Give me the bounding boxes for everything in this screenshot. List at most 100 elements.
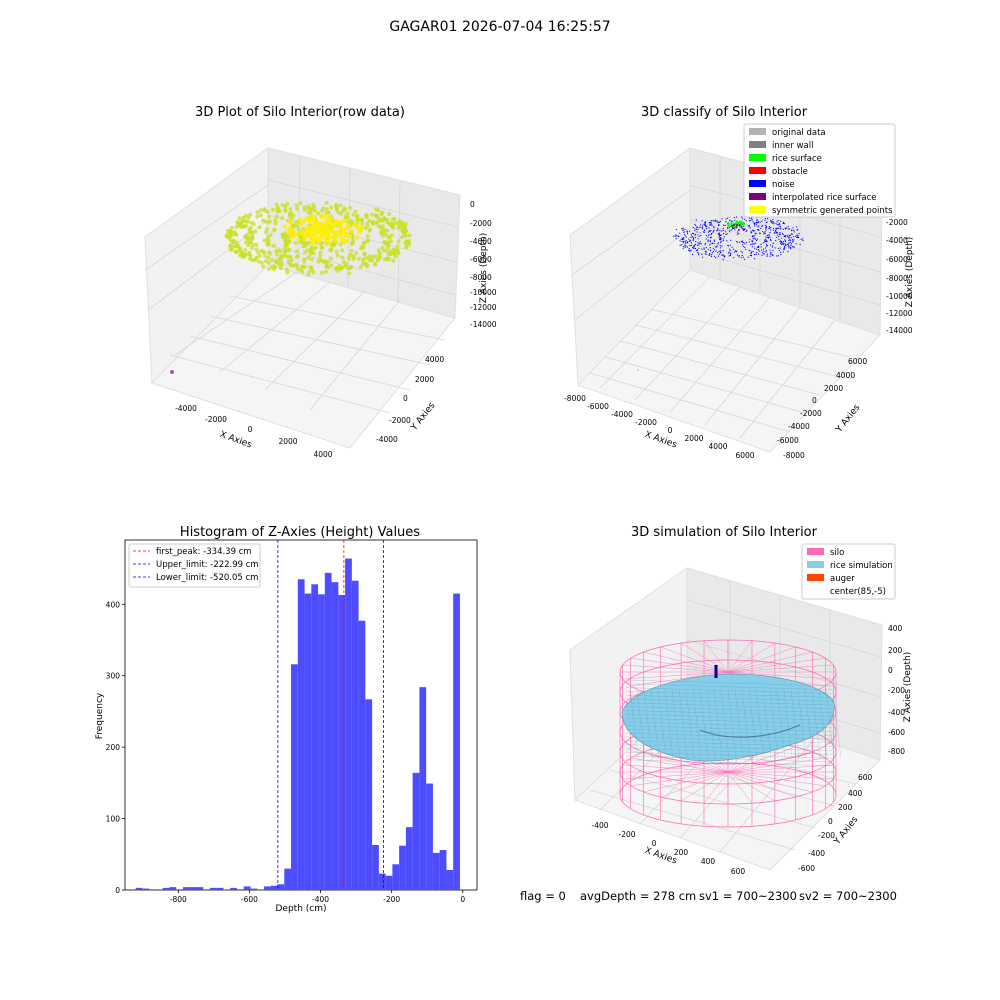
rice-surface-point bbox=[738, 222, 741, 224]
raw-point bbox=[385, 217, 389, 222]
noise-point bbox=[684, 246, 686, 248]
noise-point bbox=[684, 234, 686, 236]
noise-point bbox=[710, 233, 712, 236]
raw-center-point bbox=[286, 228, 291, 233]
raw-point bbox=[276, 257, 281, 262]
raw-center-point bbox=[300, 229, 305, 234]
classify-legend-label: symmetric generated points bbox=[772, 206, 893, 216]
panel-classify-3d[interactable]: 3D classify of Silo Interior -8000-6000-… bbox=[564, 105, 915, 460]
histogram-bar bbox=[385, 875, 393, 890]
noise-point bbox=[741, 218, 744, 220]
raw-center-point bbox=[322, 213, 327, 219]
panel-raw-3d[interactable]: 3D Plot of Silo Interior(row data) -4000… bbox=[144, 105, 497, 459]
histogram-bar bbox=[432, 852, 440, 890]
noise-point bbox=[740, 257, 742, 259]
noise-point bbox=[782, 233, 784, 236]
noise-point bbox=[772, 221, 774, 223]
noise-point bbox=[783, 221, 785, 223]
noise-point bbox=[692, 226, 694, 229]
raw-point bbox=[374, 220, 379, 225]
noise-point bbox=[688, 238, 690, 240]
raw-point bbox=[324, 263, 329, 268]
status-avg-depth: avgDepth = 278 cm bbox=[580, 889, 696, 903]
rice-surface-point bbox=[727, 221, 730, 224]
noise-point bbox=[785, 236, 787, 238]
classify-z-tick: -10000 bbox=[886, 292, 913, 301]
raw-y-tick: 4000 bbox=[425, 355, 444, 364]
noise-point bbox=[780, 251, 782, 253]
noise-point bbox=[757, 226, 759, 228]
raw-point bbox=[324, 200, 329, 205]
noise-point bbox=[764, 232, 766, 235]
noise-point bbox=[704, 222, 707, 224]
raw-point bbox=[231, 244, 236, 249]
raw-point bbox=[376, 208, 381, 213]
noise-point bbox=[713, 243, 715, 245]
raw-point bbox=[390, 233, 394, 238]
noise-point bbox=[684, 244, 686, 246]
noise-point bbox=[782, 228, 784, 230]
raw-point bbox=[373, 254, 378, 259]
noise-point bbox=[788, 239, 790, 241]
histogram-y-ticks: 0 100 200 300 400 bbox=[106, 600, 125, 895]
classify-legend-label: inner wall bbox=[772, 141, 813, 151]
noise-point bbox=[764, 238, 767, 240]
noise-point bbox=[720, 251, 722, 253]
noise-point bbox=[772, 229, 775, 231]
histogram-bar bbox=[358, 620, 366, 890]
simulation-y-tick: 200 bbox=[838, 803, 853, 812]
classify-z-axis-label: Z Axies (Depth) bbox=[905, 237, 915, 308]
noise-point bbox=[793, 246, 795, 249]
noise-point bbox=[756, 246, 759, 248]
panel-histogram[interactable]: Histogram of Z-Axies (Height) Values -80… bbox=[95, 525, 478, 914]
raw-point bbox=[248, 212, 253, 217]
classify-x-tick: -8000 bbox=[564, 394, 586, 403]
noise-point bbox=[765, 239, 767, 241]
raw-point bbox=[329, 263, 334, 268]
raw-center-point bbox=[326, 214, 331, 219]
noise-point bbox=[716, 252, 719, 254]
noise-point bbox=[703, 248, 705, 250]
rice-mesh-line bbox=[625, 755, 833, 763]
classify-legend-swatch bbox=[749, 193, 766, 200]
noise-point bbox=[750, 243, 752, 246]
raw-point bbox=[402, 225, 406, 230]
raw-point bbox=[404, 244, 409, 249]
raw-center-point bbox=[347, 234, 353, 239]
raw-center-point bbox=[329, 228, 335, 233]
raw-point bbox=[381, 233, 385, 238]
noise-point bbox=[738, 229, 740, 231]
raw-point bbox=[294, 262, 299, 267]
raw-point bbox=[335, 206, 339, 211]
panel-simulation-3d[interactable]: 3D simulation of Silo Interior -400 -200 0… bbox=[569, 525, 913, 876]
noise-point bbox=[752, 250, 754, 253]
raw-point bbox=[255, 214, 260, 219]
histogram-x-tick: -800 bbox=[170, 895, 187, 904]
noise-point bbox=[718, 234, 720, 236]
raw-center-point bbox=[317, 222, 322, 227]
noise-point bbox=[782, 251, 785, 253]
classify-y-axis-label: Y Axies bbox=[834, 403, 863, 436]
noise-point bbox=[762, 230, 764, 233]
raw-center-point bbox=[302, 237, 307, 242]
raw-point bbox=[269, 257, 274, 262]
simulation-legend-label: auger bbox=[830, 574, 855, 584]
histogram-bar bbox=[176, 889, 183, 890]
noise-point bbox=[705, 247, 708, 249]
noise-point bbox=[761, 224, 763, 226]
noise-point bbox=[769, 255, 771, 257]
raw-point bbox=[271, 207, 275, 212]
rice-mesh-line bbox=[741, 689, 751, 759]
noise-point bbox=[751, 219, 753, 221]
raw-point bbox=[268, 232, 273, 237]
noise-point bbox=[788, 247, 790, 249]
noise-point bbox=[791, 238, 794, 240]
rice-mesh-line bbox=[650, 689, 660, 759]
noise-point bbox=[696, 226, 699, 228]
raw-center-point bbox=[295, 232, 300, 237]
noise-point bbox=[784, 235, 786, 237]
raw-point bbox=[308, 265, 313, 270]
noise-point bbox=[758, 229, 760, 231]
histogram-bar bbox=[412, 772, 420, 890]
noise-point bbox=[718, 232, 721, 234]
